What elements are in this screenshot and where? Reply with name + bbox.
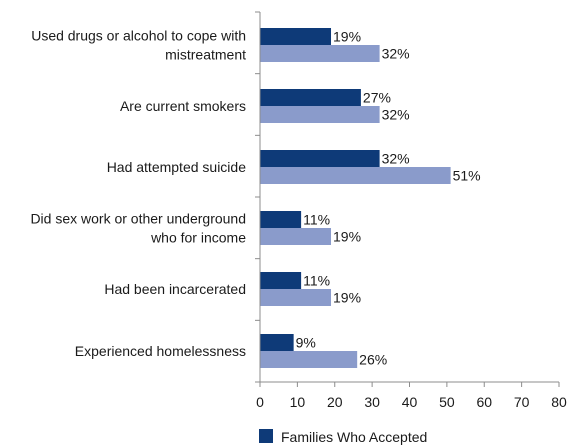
data-label-s2-0: 32% bbox=[382, 46, 410, 62]
data-label-s1-0: 19% bbox=[333, 29, 361, 45]
x-tick-label-2: 20 bbox=[327, 394, 343, 410]
data-label-s1-3: 11% bbox=[303, 212, 330, 228]
bar-layer: 19%32%27%32%32%51%11%19%11%19%9%26% bbox=[260, 28, 481, 368]
category-label-1: Are current smokers bbox=[120, 98, 246, 114]
legend-swatch-series-1 bbox=[259, 429, 273, 443]
category-label-2: Had attempted suicide bbox=[107, 159, 247, 175]
x-tick-label-1: 10 bbox=[290, 394, 306, 410]
x-tick-label-3: 30 bbox=[364, 394, 380, 410]
data-label-s1-1: 27% bbox=[363, 90, 391, 106]
data-label-s2-4: 19% bbox=[333, 290, 361, 306]
category-label-3-line2: who for income bbox=[150, 230, 246, 246]
bar-s1-0 bbox=[260, 28, 332, 45]
category-label-0-line2: mistreatment bbox=[165, 47, 246, 63]
x-tick-label-7: 70 bbox=[514, 394, 530, 410]
category-label-5: Experienced homelessness bbox=[75, 343, 246, 359]
bar-s1-1 bbox=[260, 89, 361, 106]
data-label-s1-5: 9% bbox=[296, 335, 316, 351]
category-label-0-line1: Used drugs or alcohol to cope with bbox=[31, 28, 246, 44]
bar-s2-5 bbox=[260, 351, 358, 368]
bar-s2-4 bbox=[260, 289, 332, 306]
x-tick-label-8: 80 bbox=[551, 394, 567, 410]
category-labels: Used drugs or alcohol to cope with mistre… bbox=[30, 28, 246, 360]
data-label-s2-1: 32% bbox=[382, 107, 410, 123]
legend: Families Who Accepted bbox=[259, 429, 427, 445]
bar-s1-5 bbox=[260, 334, 294, 351]
x-tick-label-6: 60 bbox=[476, 394, 492, 410]
bar-s1-2 bbox=[260, 150, 380, 167]
x-tick-label-5: 50 bbox=[439, 394, 455, 410]
x-tick-label-4: 40 bbox=[402, 394, 418, 410]
bar-s2-2 bbox=[260, 167, 451, 184]
data-label-s2-5: 26% bbox=[359, 352, 387, 368]
x-tick-label-0: 0 bbox=[256, 394, 264, 410]
legend-label-series-1: Families Who Accepted bbox=[281, 429, 427, 445]
data-label-s2-2: 51% bbox=[453, 168, 481, 184]
bar-s1-4 bbox=[260, 272, 302, 289]
category-label-4: Had been incarcerated bbox=[104, 281, 246, 297]
bar-s1-3 bbox=[260, 211, 302, 228]
category-label-3-line1: Did sex work or other underground bbox=[30, 211, 246, 227]
bar-s2-1 bbox=[260, 106, 380, 123]
bar-s2-0 bbox=[260, 45, 380, 62]
data-label-s1-2: 32% bbox=[382, 151, 410, 167]
bar-s2-3 bbox=[260, 228, 332, 245]
data-label-s1-4: 11% bbox=[303, 273, 330, 289]
data-label-s2-3: 19% bbox=[333, 229, 361, 245]
x-axis: 0 10 20 30 40 50 60 70 80 bbox=[255, 11, 567, 410]
